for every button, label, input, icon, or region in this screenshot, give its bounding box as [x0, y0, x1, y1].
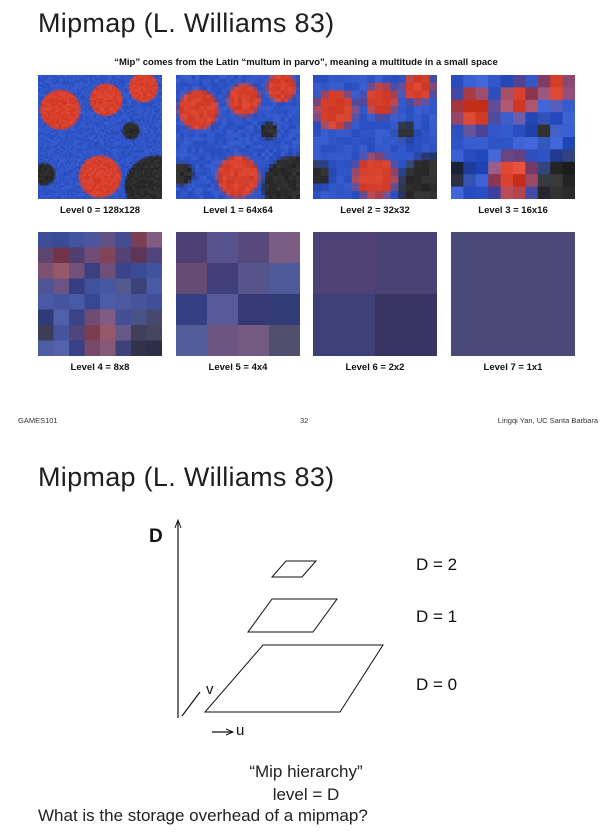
mipmap-level-4-image [38, 232, 162, 356]
mipmap-level-3-image [451, 75, 575, 199]
mipmap-level-1-image [176, 75, 300, 199]
axis-label-u: u [236, 722, 245, 739]
mipmap-level-7-caption: Level 7 = 1x1 [483, 362, 543, 373]
level-equals-d-caption: level = D [272, 785, 340, 804]
mipmap-level-0-caption: Level 0 = 128x128 [59, 205, 141, 216]
mip-hierarchy-caption: “Mip hierarchy” [249, 762, 363, 781]
footer-author: Lingqi Yan, UC Santa Barbara [497, 416, 598, 425]
level-plane-d1 [247, 598, 338, 633]
slide-subtitle: “Mip” comes from the Latin “multum in pa… [114, 57, 498, 68]
level-label-d1: D = 1 [416, 607, 458, 626]
mipmap-level-3-caption: Level 3 = 16x16 [478, 205, 548, 216]
mipmap-level-2-caption: Level 2 = 32x32 [340, 205, 410, 216]
axis-label-d: D [149, 526, 163, 547]
mipmap-level-6-caption: Level 6 = 2x2 [345, 362, 405, 373]
footer-page-number: 32 [300, 416, 309, 425]
level-plane-d0 [203, 644, 384, 713]
mipmap-level-6-image [313, 232, 437, 356]
mipmap-level-5-image [176, 232, 300, 356]
level-label-d2: D = 2 [416, 555, 458, 574]
mipmap-level-7-image [451, 232, 575, 356]
slide-title: Mipmap (L. Williams 83) [38, 8, 335, 38]
mipmap-level-1-caption: Level 1 = 64x64 [203, 205, 273, 216]
level-label-d0: D = 0 [416, 675, 458, 694]
slide-title-2: Mipmap (L. Williams 83) [38, 462, 335, 492]
mipmap-level-2-image [313, 75, 437, 199]
v-axis [181, 691, 201, 717]
axis-label-v: v [206, 681, 214, 698]
level-plane-d2 [270, 560, 318, 578]
d-axis-arrowhead [174, 518, 182, 529]
mipmap-level-0-image [38, 75, 162, 199]
storage-overhead-question: What is the storage overhead of a mipmap… [38, 806, 368, 825]
mipmap-level-4-caption: Level 4 = 8x8 [70, 362, 130, 373]
mipmap-level-5-caption: Level 5 = 4x4 [208, 362, 268, 373]
u-axis-arrowhead [225, 728, 235, 736]
footer-course: GAMES101 [18, 416, 58, 425]
